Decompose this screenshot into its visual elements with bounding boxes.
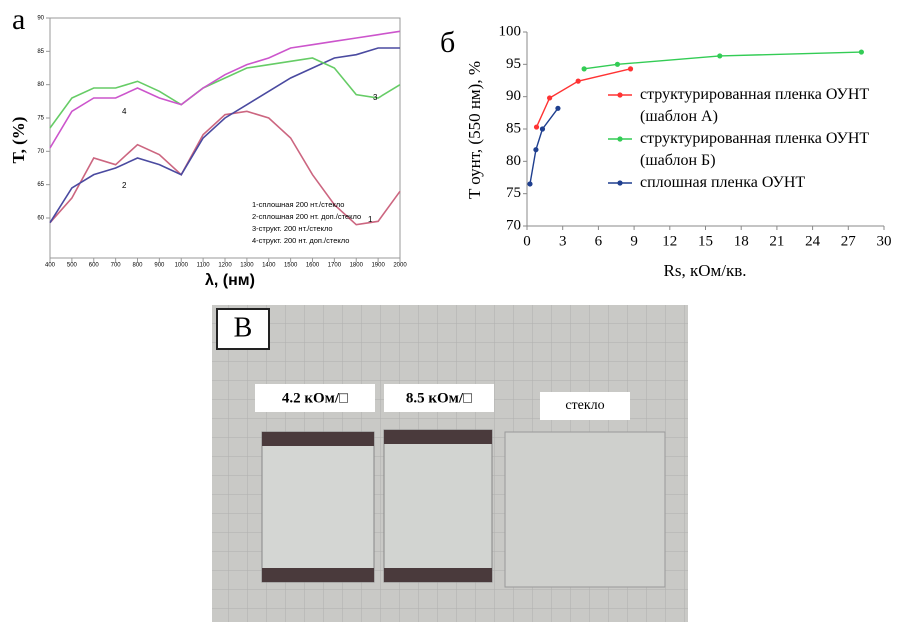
x-tick-label: 1400 <box>262 263 276 269</box>
x-tick-label: 1500 <box>284 263 298 269</box>
x-tick-label: 1900 <box>371 263 385 269</box>
y-tick-label: 85 <box>506 120 521 136</box>
x-tick-label: 1000 <box>175 263 189 269</box>
x-tick-label: 1200 <box>218 263 232 269</box>
series-line <box>529 107 559 185</box>
y-tick-label: 95 <box>506 56 521 72</box>
legend-swatch-marker <box>617 92 623 98</box>
y-tick-label: 75 <box>506 185 521 201</box>
legend-entry: 1-сплошная 200 нт./стекло <box>252 200 344 209</box>
x-tick-label: 1600 <box>306 263 320 269</box>
x-tick-label: 1100 <box>197 263 211 269</box>
photo-label: стекло <box>565 398 604 413</box>
legend-entry: структурированная пленка ОУНТ (шаблон А) <box>640 86 870 125</box>
point <box>581 66 587 72</box>
curve-label: 3 <box>373 93 378 102</box>
curve-label: 4 <box>122 107 127 116</box>
photo-label: 4.2 кОм/□ <box>282 390 348 406</box>
x-tick-label: 1300 <box>240 263 254 269</box>
point <box>614 61 621 67</box>
x-tick-label: 12 <box>662 233 677 249</box>
legend-box <box>248 198 398 250</box>
x-axis-label: Rs, кОм/кв. <box>663 261 746 280</box>
series-line <box>49 30 401 149</box>
series-line <box>535 68 631 128</box>
x-tick-label: 18 <box>734 233 749 249</box>
x-tick-label: 500 <box>67 263 78 269</box>
curve-label: 1 <box>368 215 373 224</box>
series-line <box>584 51 862 70</box>
x-tick-label: 24 <box>805 233 821 249</box>
x-tick-label: 600 <box>89 263 100 269</box>
y-axis-label: T оунт, (550 нм), % <box>465 61 484 199</box>
photo-label: 8.5 кОм/□ <box>406 390 472 406</box>
y-tick-label: 85 <box>37 49 44 55</box>
y-tick-label: 75 <box>37 116 44 122</box>
x-tick-label: 900 <box>154 263 165 269</box>
point <box>717 53 723 59</box>
point <box>858 49 864 55</box>
legend-entry: 4-структ. 200 нт. доп./стекло <box>252 236 349 245</box>
panel-label: а <box>12 3 25 36</box>
point <box>533 147 539 153</box>
y-tick-label: 90 <box>37 16 44 22</box>
y-tick-label: 80 <box>37 82 44 88</box>
panel-label: б <box>440 26 455 59</box>
x-tick-label: 700 <box>111 263 122 269</box>
legend-entry: 2-сплошная 200 нт. доп./стекло <box>252 212 361 221</box>
y-tick-label: 80 <box>506 153 521 169</box>
series-line <box>49 47 400 224</box>
series-line <box>49 57 401 129</box>
x-tick-label: 400 <box>45 263 56 269</box>
x-tick-label: 0 <box>523 233 531 249</box>
x-tick-label: 21 <box>769 233 784 249</box>
x-tick-label: 6 <box>595 233 603 249</box>
panel-label: В <box>234 312 253 343</box>
x-tick-label: 1800 <box>350 263 364 269</box>
x-tick-label: 800 <box>132 263 143 269</box>
x-tick-label: 1700 <box>328 263 342 269</box>
y-tick-label: 90 <box>506 88 521 104</box>
legend-entry: 3-структ. 200 нт./стекло <box>252 224 333 233</box>
y-tick-label: 100 <box>499 23 522 39</box>
x-axis-label: λ, (нм) <box>205 272 255 289</box>
y-axis-label: T, (%) <box>9 117 28 164</box>
y-tick-label: 60 <box>37 216 44 222</box>
legend-entry: сплошная пленка ОУНТ <box>640 174 806 191</box>
point <box>539 126 546 132</box>
x-tick-label: 15 <box>698 233 713 249</box>
x-tick-label: 3 <box>559 233 567 249</box>
x-tick-label: 9 <box>630 233 638 249</box>
curve-label: 2 <box>122 181 127 190</box>
point <box>533 124 540 130</box>
point <box>555 105 561 111</box>
y-tick-label: 65 <box>37 182 44 188</box>
y-tick-label: 70 <box>37 149 44 155</box>
point <box>627 66 634 72</box>
photo <box>212 305 688 622</box>
x-tick-label: 2000 <box>393 263 407 269</box>
legend-entry: структурированная пленка ОУНТ (шаблон Б) <box>640 130 870 169</box>
legend-swatch-marker <box>617 136 623 142</box>
legend-swatch-marker <box>617 180 623 186</box>
point <box>575 78 581 84</box>
x-tick-label: 30 <box>877 233 892 249</box>
x-tick-label: 27 <box>841 233 857 249</box>
point <box>527 181 533 187</box>
y-tick-label: 70 <box>506 217 521 233</box>
series-line <box>49 110 401 226</box>
point <box>547 95 553 101</box>
